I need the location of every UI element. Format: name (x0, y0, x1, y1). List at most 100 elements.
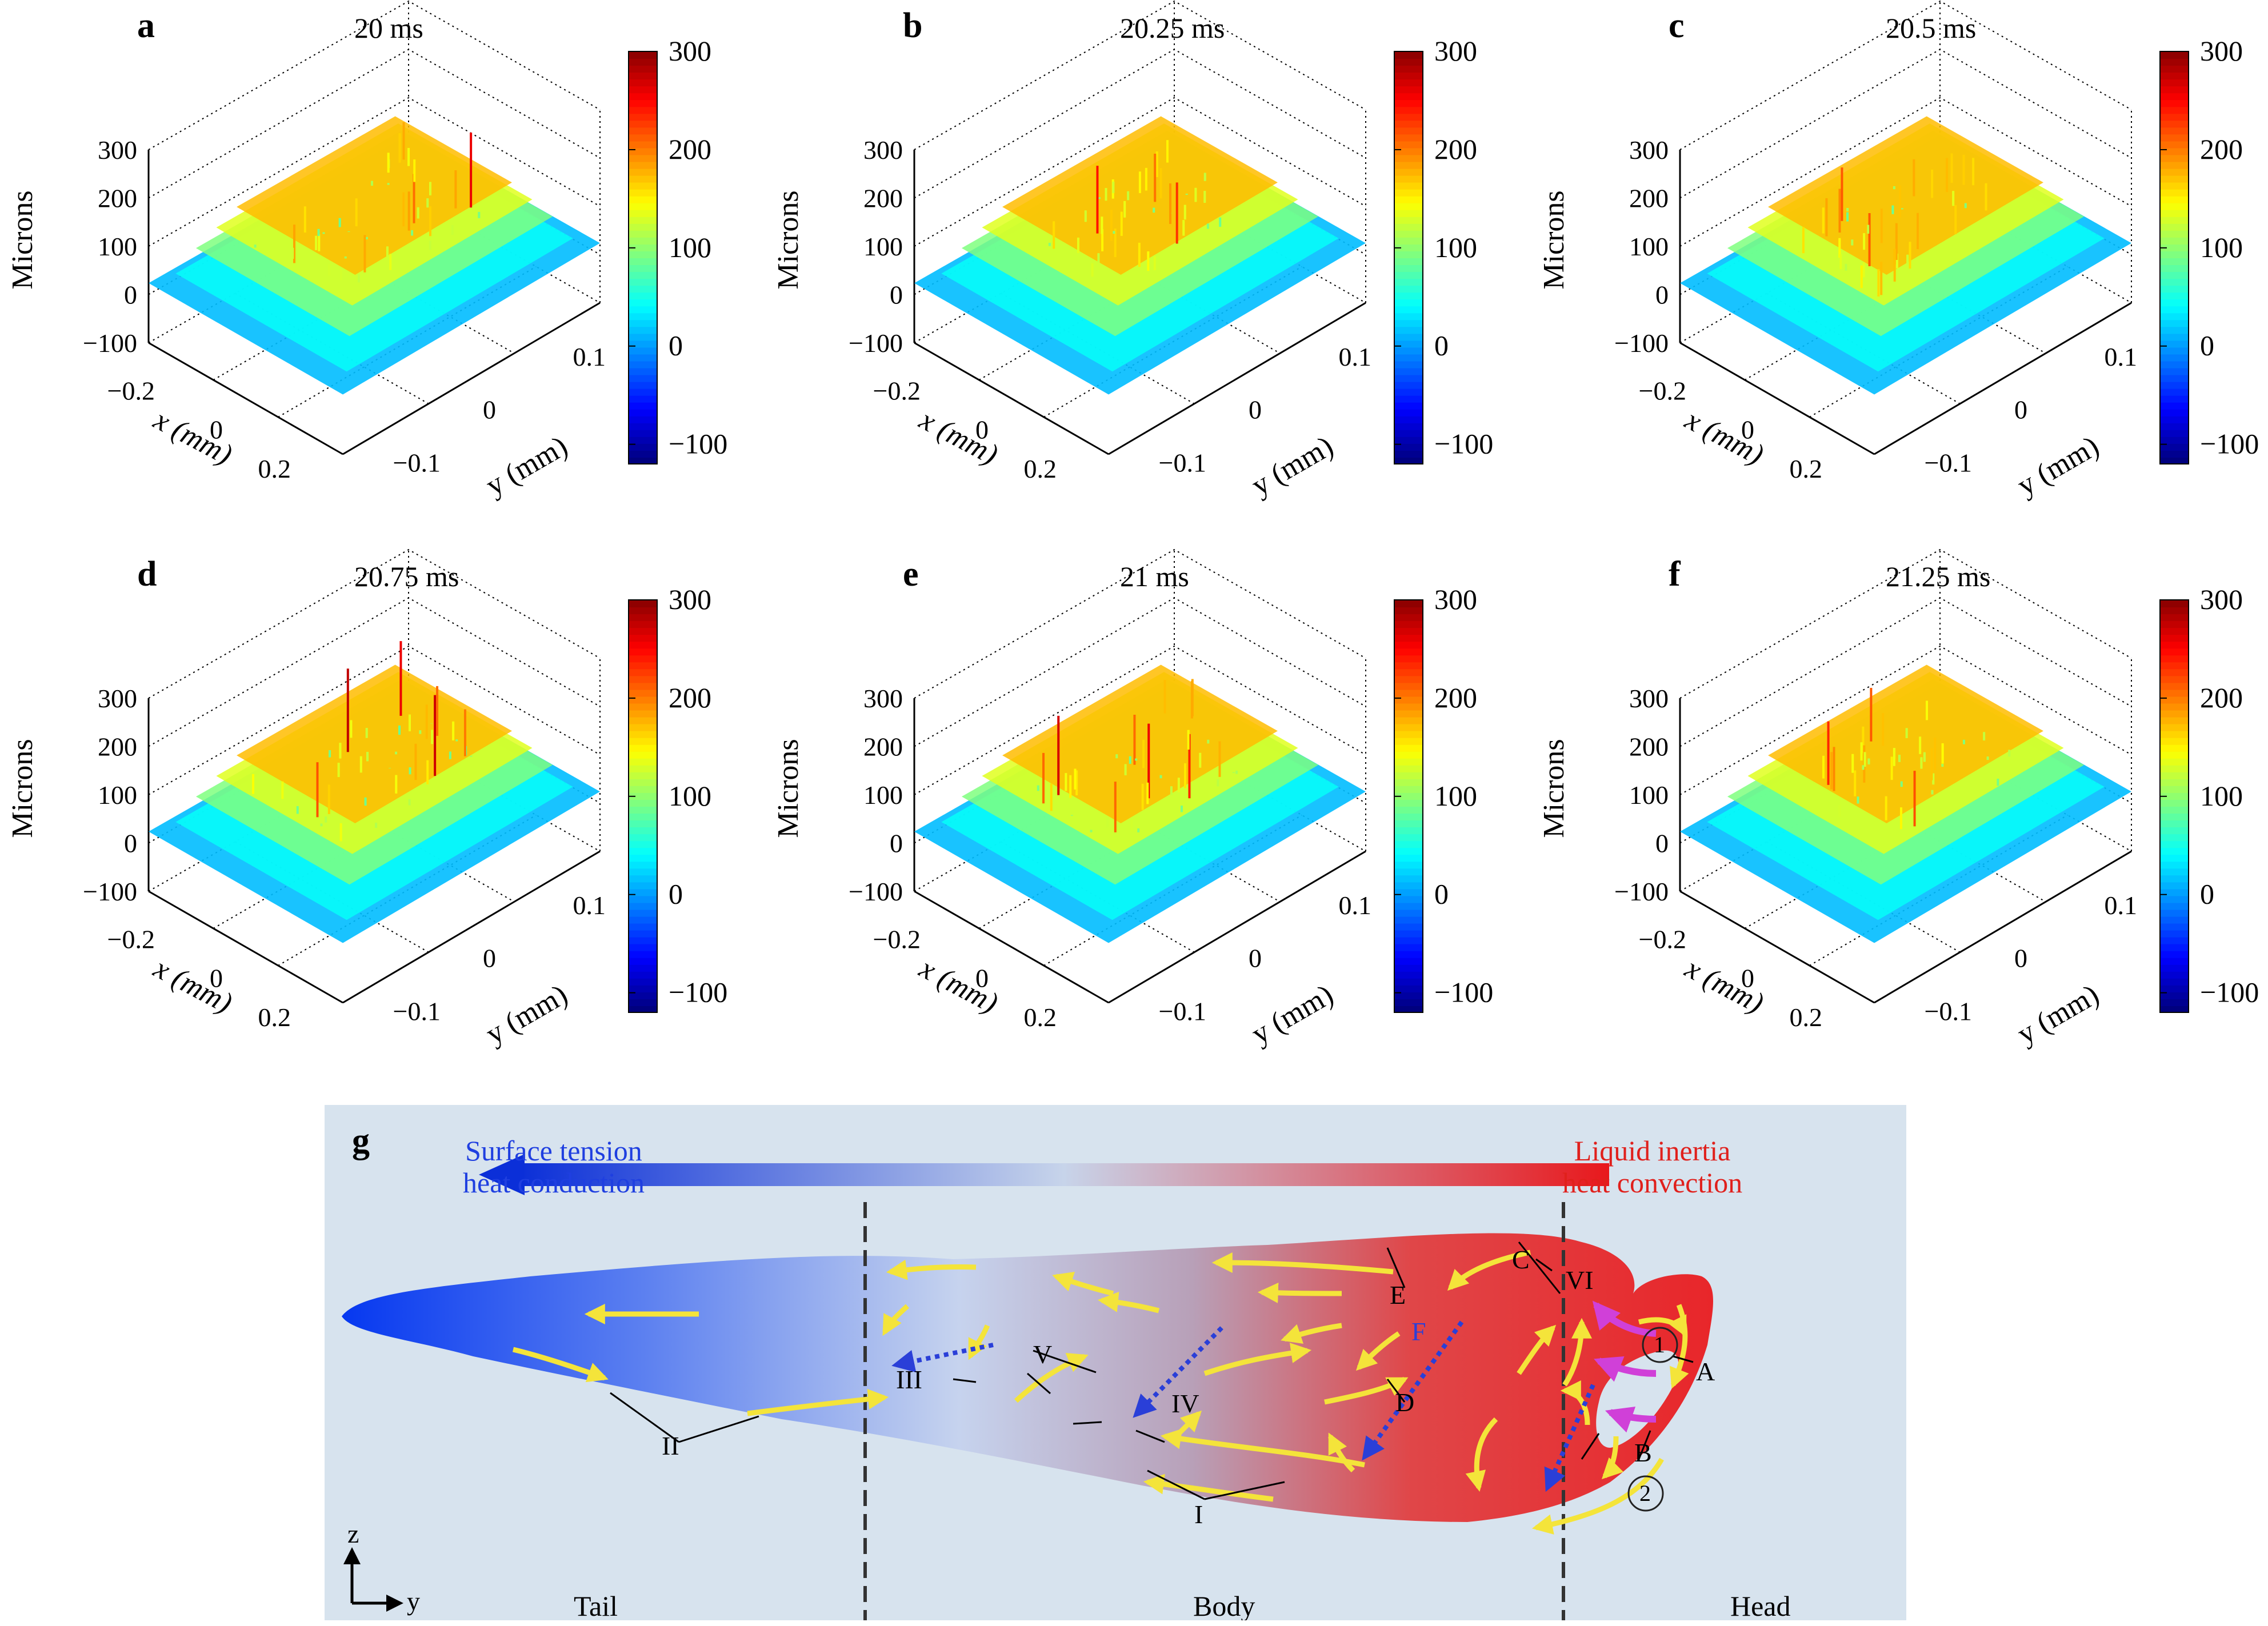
x-axis-line (148, 890, 343, 1004)
colorbar-segment (629, 607, 657, 615)
colorbar-frame (1394, 599, 1423, 1013)
colorbar-segment (629, 847, 657, 855)
colorbar-segment (2160, 861, 2189, 869)
colorbar-segment (629, 237, 657, 245)
colorbar-frame (628, 51, 658, 464)
z-axis-label: Microns (772, 190, 805, 289)
colorbar: 300 200 100 0 −100 (2159, 583, 2259, 1013)
colorbar-segment (2160, 216, 2189, 224)
colorbar-segment (1394, 861, 1423, 869)
colorbar-segment (1394, 202, 1423, 210)
x-tick-label: −0.2 (873, 924, 921, 954)
x-axis-label: x (mm) (1679, 403, 1769, 471)
colorbar-segment (1394, 751, 1423, 759)
colorbar-segment (629, 641, 657, 649)
colorbar-segment (1394, 978, 1423, 986)
colorbar-segment (2160, 703, 2189, 711)
colorbar-segment (629, 888, 657, 896)
colorbar-tick-label: 300 (1434, 35, 1477, 67)
colorbar-segment (2160, 237, 2189, 245)
colorbar-segment (2160, 971, 2189, 979)
schematic-panel: g Surface tension heat conduction Liquid… (325, 1105, 1906, 1620)
colorbar-segment (629, 51, 657, 59)
grid-line (1679, 97, 2132, 247)
colorbar-segment (1394, 737, 1423, 745)
z-tick-label: 200 (863, 732, 903, 762)
colorbar-segment (1394, 120, 1423, 128)
colorbar-segment (2160, 450, 2189, 458)
colorbar-segment (629, 902, 657, 910)
colorbar-segment (2160, 764, 2189, 772)
colorbar-segment (2160, 888, 2189, 896)
axes (147, 698, 601, 1004)
colorbar-segment (2160, 957, 2189, 965)
colorbar-tick-label: 200 (1434, 682, 1477, 714)
z-tick-label: 0 (124, 281, 137, 310)
colorbar-tick-label: 100 (669, 231, 711, 263)
surface-layer (237, 116, 512, 275)
colorbar-segment (1394, 730, 1423, 738)
colorbar-segment (2160, 333, 2189, 341)
colorbar-segment (629, 764, 657, 772)
axes (1679, 698, 2132, 1004)
colorbar-segment (629, 113, 657, 121)
z-tick-label: 300 (98, 135, 137, 165)
z-tick-label: −100 (1614, 877, 1669, 906)
y-axis-line (1108, 850, 1366, 1004)
surface-layer (1768, 664, 2043, 824)
colorbar-segment (1394, 930, 1423, 938)
colorbar-segment (1394, 971, 1423, 979)
panel-label: c (1669, 6, 1685, 45)
colorbar-segment (1394, 113, 1423, 121)
surface-plot: 300 200 100 0 −100 −0.2 0 0.2 −0.1 0 0.1 Microns x (… (6, 548, 727, 1051)
axes (1679, 150, 2132, 455)
mark-II: II (662, 1431, 679, 1460)
colorbar-tick-label: 0 (669, 878, 683, 910)
colorbar-segment (2160, 51, 2189, 59)
colorbar-segment (2160, 895, 2189, 903)
surface-layer (1768, 116, 2043, 275)
grid-line (1679, 597, 2132, 747)
grid-line (914, 0, 1366, 150)
colorbar-segment (1394, 882, 1423, 890)
colorbar-segment (2160, 127, 2189, 135)
colorbar-segment (1394, 1005, 1423, 1013)
colorbar-segment (2160, 875, 2189, 883)
colorbar-segment (1394, 436, 1423, 444)
colorbar-segment (629, 978, 657, 986)
panel-title: 21 ms (1120, 560, 1189, 592)
y-axis-line (342, 850, 601, 1004)
colorbar-segment (1394, 189, 1423, 197)
colorbar-segment (629, 402, 657, 410)
colorbar-segment (629, 840, 657, 848)
mark-I: I (1194, 1500, 1203, 1529)
colorbar-segment (629, 72, 657, 80)
colorbar-segment (2160, 429, 2189, 437)
colorbar-segment (2160, 381, 2189, 389)
colorbar-segment (629, 943, 657, 951)
colorbar-segment (1394, 230, 1423, 238)
y-tick-label: −0.1 (393, 996, 441, 1026)
colorbar-segment (1394, 868, 1423, 876)
grid-line (1679, 49, 2132, 199)
colorbar-segment (2160, 668, 2189, 676)
x-axis-line (1679, 342, 1875, 455)
y-axis-label: y (mm) (1246, 978, 1339, 1051)
panel-label: d (137, 555, 157, 594)
colorbar-segment (1394, 195, 1423, 203)
z-tick-label: −100 (849, 329, 903, 358)
colorbar-segment (629, 827, 657, 835)
colorbar-segment (2160, 99, 2189, 107)
colorbar-segment (2160, 834, 2189, 842)
colorbar-segment (1394, 243, 1423, 251)
colorbar-segment (1394, 443, 1423, 451)
z-axis-label: Microns (772, 739, 805, 838)
colorbar-segment (1394, 223, 1423, 231)
z-tick-label: 100 (863, 232, 903, 261)
colorbar-frame (628, 599, 658, 1013)
colorbar-tick-label: 0 (2200, 878, 2214, 910)
colorbar-tick-label: 300 (669, 35, 711, 67)
z-tick-label: 200 (98, 184, 137, 213)
colorbar-segment (629, 696, 657, 704)
colorbar-segment (1394, 429, 1423, 437)
